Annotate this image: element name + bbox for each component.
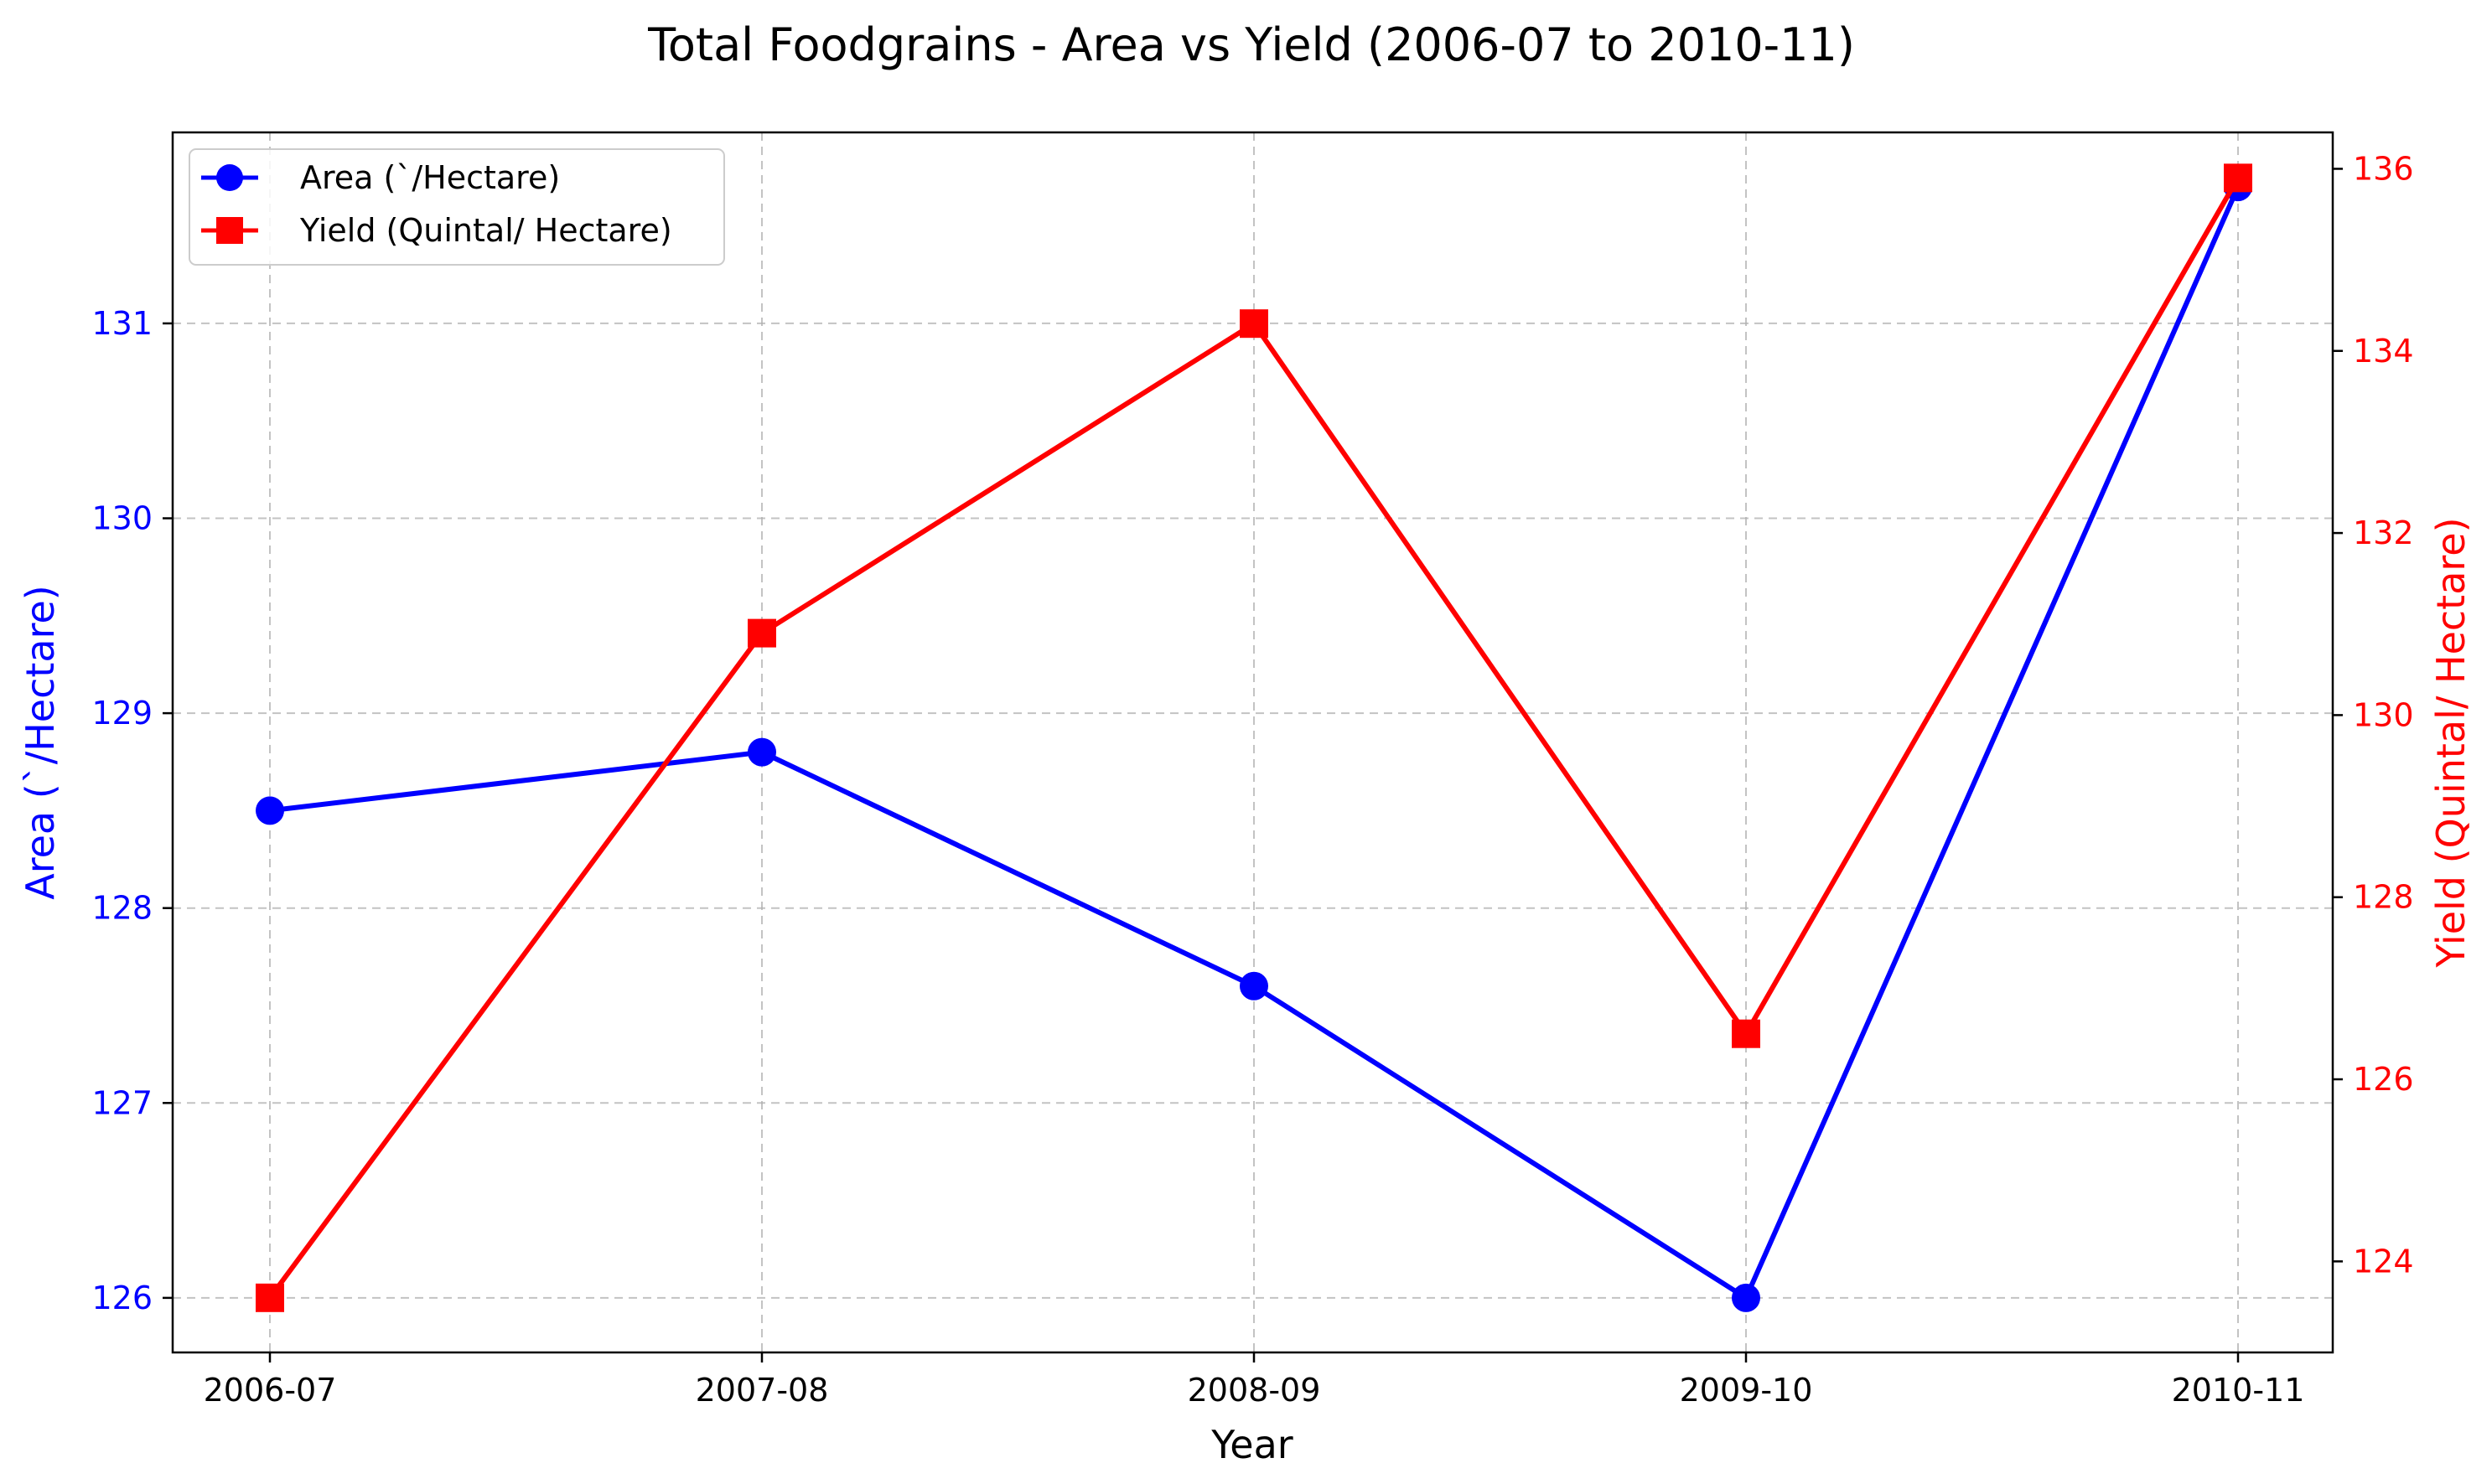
series-yield-point (256, 1283, 284, 1312)
y-left-tick-label: 128 (91, 890, 153, 927)
y-right-tick-label: 134 (2353, 333, 2414, 370)
series-area-point (748, 737, 776, 767)
y-left-tick-label: 127 (91, 1084, 153, 1121)
y-axis-right: 124 126 128 130 132 134 136 (2333, 150, 2414, 1280)
series-area (256, 173, 2252, 1312)
y-left-tick-label: 131 (91, 305, 153, 342)
y-right-tick-label: 126 (2353, 1061, 2414, 1098)
series-area-point (1732, 1283, 1760, 1312)
y-right-tick-label: 136 (2353, 150, 2414, 187)
x-tick-label: 2006-07 (204, 1372, 337, 1409)
series-area-point (256, 796, 284, 825)
legend-entry-yield: Yield (Quintal/ Hectare) (201, 212, 672, 249)
legend: Area (`/Hectare) Yield (Quintal/ Hectare… (189, 148, 725, 266)
y-axis-right-title: Yield (Quintal/ Hectare) (2428, 517, 2474, 968)
y-left-tick-label: 126 (91, 1280, 153, 1316)
plot-frame (171, 131, 2334, 1354)
series-yield-point (1240, 309, 1268, 339)
series-yield (256, 163, 2252, 1312)
legend-area-label: Area (`/Hectare) (300, 159, 560, 196)
x-tick-label: 2008-09 (1188, 1372, 1321, 1409)
series-area-point (1240, 971, 1268, 1001)
y-right-tick-label: 128 (2353, 879, 2414, 916)
y-right-tick-label: 130 (2353, 696, 2414, 733)
y-left-tick-label: 129 (91, 695, 153, 732)
legend-yield-marker (216, 217, 243, 244)
y-left-tick-label: 130 (91, 500, 153, 537)
x-tick-label: 2009-10 (1680, 1372, 1813, 1409)
x-axis: 2006-07 2007-08 2008-09 2009-10 2010-11 (204, 1352, 2305, 1409)
x-axis-title: Year (1210, 1422, 1293, 1467)
series-yield-point (1732, 1019, 1760, 1048)
series-layer (256, 163, 2252, 1312)
x-tick-label: 2007-08 (696, 1372, 829, 1409)
legend-entry-area: Area (`/Hectare) (201, 159, 560, 196)
y-right-tick-label: 132 (2353, 514, 2414, 551)
legend-box (189, 148, 725, 266)
series-yield-point (748, 618, 776, 648)
chart-title: Total Foodgrains - Area vs Yield (2006-0… (647, 18, 1855, 71)
x-tick-label: 2010-11 (2172, 1372, 2305, 1409)
legend-yield-label: Yield (Quintal/ Hectare) (299, 212, 672, 249)
legend-area-marker (216, 164, 243, 191)
y-axis-left-title: Area (`/Hectare) (18, 585, 63, 899)
y-axis-left: 126 127 128 129 130 131 (91, 305, 173, 1316)
grid-layer (173, 132, 2333, 1352)
series-yield-point (2224, 163, 2252, 193)
y-right-tick-label: 124 (2353, 1243, 2414, 1280)
